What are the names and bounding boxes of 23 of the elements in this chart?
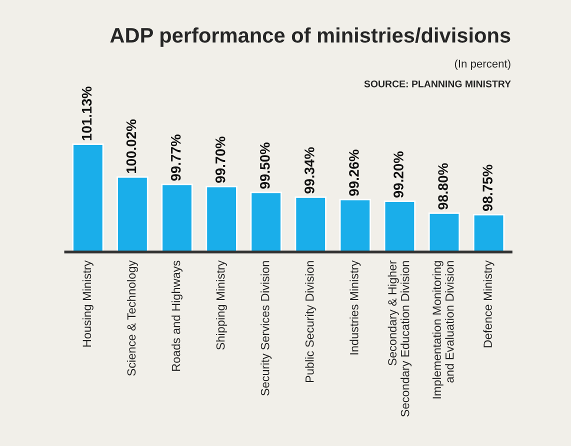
x-tick-label: Secondary & Higher Secondary Education Division: [388, 260, 412, 417]
data-label: 99.34%: [304, 147, 314, 194]
data-label: 99.77%: [170, 134, 181, 181]
x-tick-label: Public Security Division: [305, 261, 316, 382]
x-tick-label: Roads and Highways: [172, 260, 183, 371]
chart-subtitle: (In percent): [454, 59, 510, 70]
data-label: 99.70%: [215, 136, 226, 183]
data-label: 99.26%: [349, 150, 359, 196]
x-tick-label: Implementation Monitoring and Evaluation Division: [432, 261, 454, 398]
x-tick-label: Science & Technology: [126, 260, 138, 376]
data-label: 99.20%: [394, 151, 404, 198]
data-label: 99.50%: [260, 142, 270, 189]
chart-title: ADP performance of ministries/divisions: [110, 27, 510, 47]
x-tick-label: Industries Ministry: [350, 260, 361, 354]
x-tick-label: Defence Ministry: [483, 260, 494, 348]
data-label: 100.02%: [126, 119, 136, 174]
data-label: 98.75%: [482, 164, 493, 211]
x-tick-label: Shipping Ministry: [216, 260, 228, 350]
x-tick-label: Housing Ministry: [82, 260, 94, 347]
x-tick-label: Security Services Division: [260, 261, 272, 396]
data-label: 101.13%: [82, 86, 92, 140]
source-note: SOURCE: PLANNING MINISTRY: [364, 80, 511, 88]
data-label: 98.80%: [438, 163, 448, 210]
